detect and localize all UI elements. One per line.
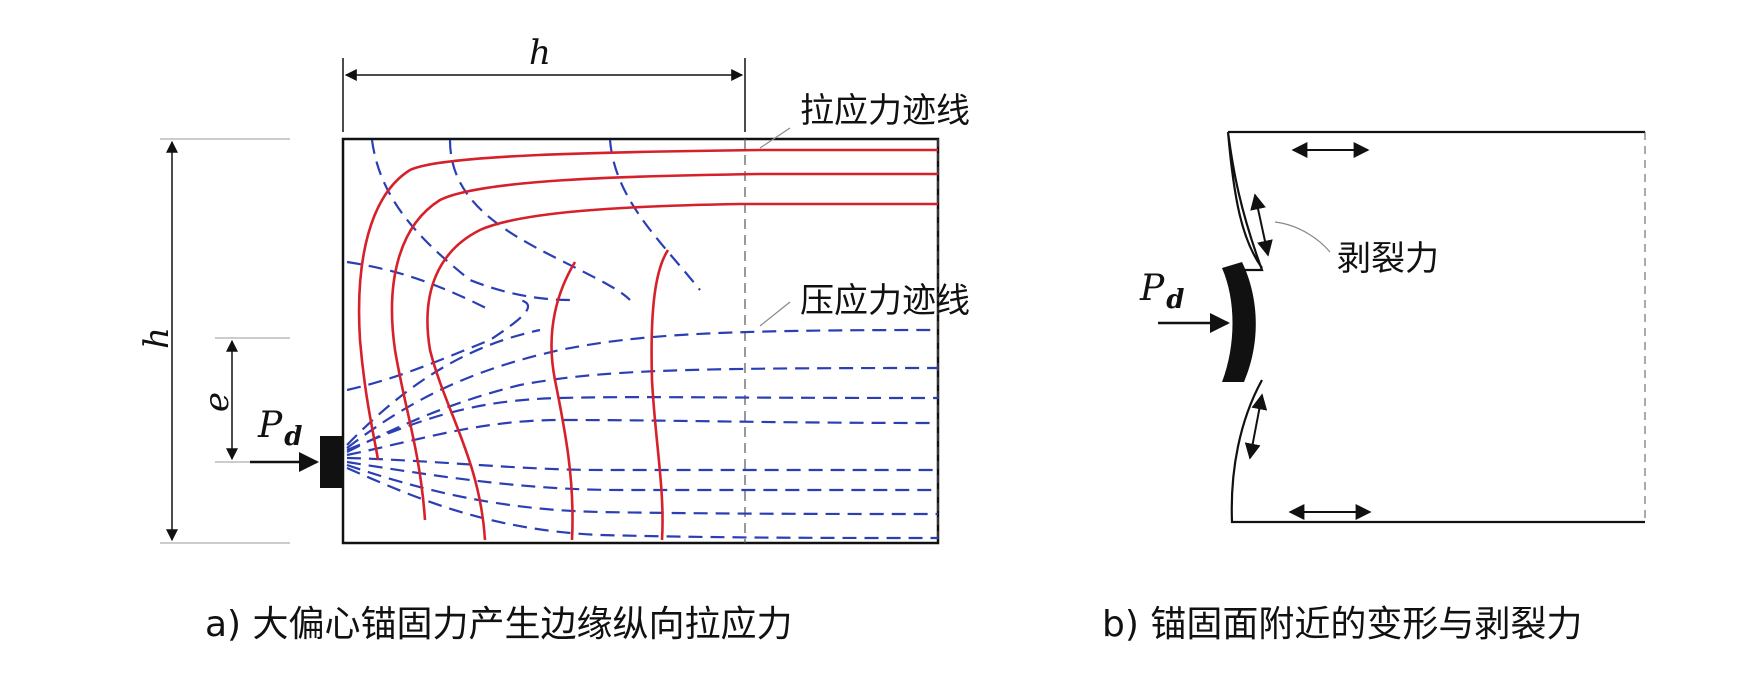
dim-h-left-label: h (137, 327, 177, 349)
svg-text:Pd: Pd (257, 405, 302, 452)
load-sub-a: d (284, 422, 302, 452)
dimension-e: e (197, 337, 290, 463)
caption-b: b) 锚固面附近的变形与剥裂力 (1102, 604, 1582, 645)
anchor-plate-b (1222, 262, 1256, 382)
tension-trajectory-label: 拉应力迹线 (800, 91, 970, 131)
tension-line (390, 172, 938, 521)
compression-line (448, 139, 631, 301)
compression-line (370, 139, 571, 302)
tension-line (426, 202, 938, 541)
panel-a: h h e Pd (137, 33, 970, 645)
caption-a: a) 大偏心锚固力产生边缘纵向拉应力 (205, 604, 793, 645)
compression-line (346, 466, 939, 540)
deformed-block-outline (1226, 130, 1645, 524)
compression-line (608, 139, 701, 291)
compression-line (346, 456, 938, 472)
spalling-arrow-lower (1244, 393, 1268, 460)
beam-block-outline (341, 137, 940, 545)
svg-text:Pd: Pd (1139, 268, 1184, 315)
compression-line (346, 396, 939, 452)
anchor-plate-a (320, 436, 343, 488)
dim-h-top-label: h (529, 33, 551, 73)
dim-e-label: e (197, 392, 237, 412)
compression-leader (759, 301, 791, 327)
dimension-top-h: h (342, 33, 746, 132)
compression-line (346, 298, 530, 392)
load-label-a: P (257, 405, 283, 446)
compression-line (346, 460, 938, 492)
panel-b: Pd 剥裂力 b) 锚固面附近的变形与剥裂力 (1102, 130, 1646, 645)
compression-line (346, 366, 939, 453)
compression-line (346, 418, 939, 457)
spalling-force-label: 剥裂力 (1337, 239, 1439, 279)
load-sub-b: d (1166, 285, 1184, 315)
spalling-leader (1274, 221, 1331, 253)
tension-line (550, 261, 577, 541)
dimension-left-h: h (137, 138, 290, 544)
load-label-b: P (1139, 268, 1165, 309)
compression-trajectories (346, 139, 939, 540)
compression-line (346, 260, 491, 311)
tension-line (650, 249, 670, 541)
compression-line (346, 328, 939, 449)
tension-leader (759, 127, 791, 149)
compression-trajectory-label: 压应力迹线 (800, 281, 970, 321)
tension-trajectories (357, 148, 938, 541)
spalling-arrow-upper (1250, 193, 1273, 257)
tension-line (357, 148, 938, 461)
